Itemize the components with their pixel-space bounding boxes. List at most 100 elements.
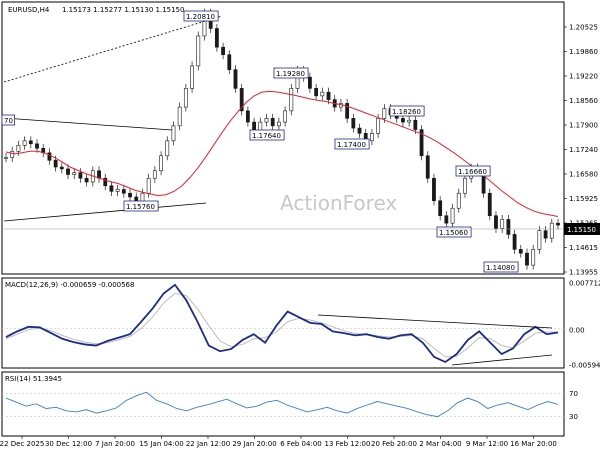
candle-body: [537, 230, 542, 250]
level-box: [455, 165, 491, 177]
macd-tick-label: 0.00: [569, 327, 585, 335]
level-label: 70: [4, 117, 13, 125]
candle-body: [494, 215, 498, 229]
symbol-label: EURUSD,H4: [8, 6, 50, 14]
candle-body: [4, 157, 8, 159]
time-tick-label: 13 Feb 12:00: [325, 440, 371, 448]
price-layer: 1.20810 1.19280 1.17640 1.17400 1.18260 1.166…: [1, 8, 560, 273]
candle-body: [59, 166, 64, 170]
candle-body: [407, 119, 412, 123]
candle-body: [425, 155, 430, 179]
candle-body: [345, 103, 350, 119]
candle-body: [165, 140, 170, 157]
candle-body: [444, 215, 449, 224]
candle-body: [128, 192, 132, 198]
current-price-box: [564, 223, 600, 235]
candle-body: [308, 76, 312, 89]
candle-body: [370, 133, 374, 142]
rsi-panel-frame: [1, 371, 565, 437]
level-label: 1.18260: [392, 108, 421, 116]
candle-body: [121, 189, 126, 194]
level-label: 1.20810: [186, 13, 215, 21]
candle-body: [487, 192, 492, 217]
level-box: [1, 114, 16, 126]
level-label: 1.14080: [486, 264, 515, 272]
level-box: [483, 261, 519, 273]
candle-body: [450, 207, 455, 224]
candle-body: [53, 159, 58, 168]
level-label: 1.16660: [458, 168, 487, 176]
candle-body: [270, 118, 275, 127]
time-tick-label: 29 Jan 20:00: [232, 440, 276, 448]
candle-body: [177, 106, 182, 127]
candle-body: [512, 234, 517, 250]
candle-body: [233, 69, 238, 89]
price-tick-label: 1.19860: [569, 48, 598, 56]
level-box: [436, 226, 472, 238]
candle-body: [78, 172, 83, 179]
current-price-label: 1.15150: [567, 226, 596, 234]
candle-body: [103, 177, 108, 187]
candle-body: [190, 65, 194, 89]
time-tick-label: 7 Jan 20:00: [95, 440, 135, 448]
macd-tick-label: 0.007712: [569, 280, 600, 288]
candle-body: [146, 177, 151, 194]
candle-body: [264, 118, 269, 123]
candle-body: [97, 170, 101, 179]
candle-body: [283, 110, 288, 123]
candle-body: [456, 192, 461, 209]
candle-body: [351, 118, 356, 129]
candle-body: [72, 172, 77, 175]
candle-body: [518, 249, 523, 254]
level-label: 1.17640: [252, 132, 281, 140]
candle-body: [376, 118, 381, 134]
level-box: [183, 10, 219, 22]
time-tick-label: 22 Jan 12:00: [186, 440, 230, 448]
candle-body: [28, 140, 33, 145]
candle-body: [35, 143, 39, 149]
ohlc-label: 1.15173 1.15277 1.15130 1.15150: [62, 6, 184, 14]
candle-body: [10, 150, 15, 158]
time-tick-label: 30 Dec 12:00: [45, 440, 92, 448]
axis-layer: 1.20525 1.19860 1.19220 1.18560 1.17900 1.172…: [0, 24, 600, 449]
price-tick-label: 1.19220: [569, 73, 598, 81]
macd-tick-label: -0.005944: [569, 362, 600, 370]
time-tick-label: 15 Jan 04:00: [139, 440, 183, 448]
candle-body: [171, 125, 176, 142]
price-tick-label: 1.14615: [569, 244, 598, 252]
candle-body: [289, 88, 294, 112]
time-tick-label: 6 Feb 04:00: [280, 440, 321, 448]
level-box: [249, 129, 285, 141]
candle-body: [525, 252, 529, 266]
candle-body: [549, 222, 554, 239]
candle-body: [22, 140, 27, 146]
candle-body: [196, 35, 201, 67]
candle-body: [152, 170, 157, 179]
level-box: [334, 138, 370, 150]
price-tick-label: 1.17240: [569, 146, 598, 154]
rsi-layer: [2, 391, 564, 418]
macd-line: [5, 283, 559, 364]
dotted-trendline: [3, 15, 223, 83]
candle-body: [276, 121, 281, 127]
candle-body: [500, 219, 505, 229]
rsi-title: RSI(14) 51.3945: [5, 375, 62, 383]
price-panel-frame: [1, 1, 565, 275]
candle-body: [239, 88, 244, 112]
candle-body: [432, 177, 436, 202]
level-label: 1.15760: [126, 203, 155, 211]
candle-body: [227, 54, 232, 70]
candle-body: [16, 145, 21, 152]
candle-body: [214, 28, 219, 48]
macd-lower-trendline: [451, 354, 553, 366]
candle-body: [66, 168, 70, 175]
lower-trendline: [3, 202, 207, 222]
upper-trendline: [3, 117, 173, 131]
time-tick-label: 9 Mar 12:00: [466, 440, 508, 448]
time-tick-label: 16 Mar 20:00: [510, 440, 557, 448]
candle-body: [357, 127, 362, 134]
macd-panel-frame: [1, 277, 565, 369]
candle-body: [115, 189, 120, 192]
price-tick-label: 1.16580: [569, 171, 598, 179]
